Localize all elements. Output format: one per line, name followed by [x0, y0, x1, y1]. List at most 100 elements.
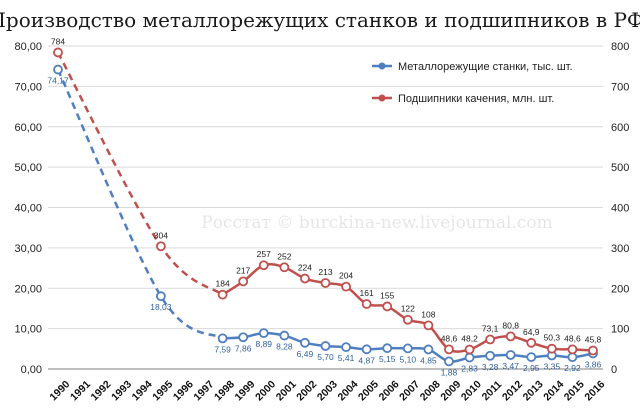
series-point — [258, 328, 269, 339]
data-label: 8,28 — [276, 342, 293, 352]
series-point — [382, 343, 393, 354]
y-left-tick-label: 20,00 — [14, 283, 42, 295]
y-left-tick-label: 80,00 — [14, 41, 42, 53]
series-point — [300, 273, 310, 284]
series-point — [155, 291, 166, 302]
x-tick-label: 2009 — [438, 378, 463, 403]
data-label: 2,92 — [564, 363, 581, 373]
data-label: 213 — [318, 267, 332, 277]
legend-marker — [378, 62, 386, 70]
data-label: 80,8 — [502, 320, 519, 330]
x-tick-label: 1994 — [130, 378, 155, 403]
data-label: 18,03 — [150, 302, 172, 312]
x-tick-label: 1998 — [212, 378, 237, 403]
x-tick-label: 1996 — [171, 378, 196, 403]
series-point — [320, 278, 331, 288]
x-tick-label: 1993 — [109, 378, 134, 403]
legend-marker — [378, 94, 386, 102]
x-tick-label: 2003 — [315, 378, 340, 403]
y-right-tick-label: 600 — [611, 122, 629, 134]
data-label: 5,41 — [338, 353, 355, 363]
data-label: 4,87 — [358, 355, 375, 365]
series-point — [402, 343, 413, 354]
series-point — [279, 330, 290, 341]
y-right-tick-label: 200 — [611, 283, 629, 295]
series-point — [526, 337, 537, 348]
series-point — [464, 344, 475, 355]
series-point — [423, 320, 434, 331]
series-point — [505, 350, 516, 360]
x-tick-label: 2000 — [253, 378, 278, 403]
series-point — [320, 341, 331, 351]
series-point — [279, 262, 290, 273]
x-tick-label: 2012 — [500, 378, 525, 403]
series-point — [546, 343, 557, 354]
series-point — [361, 344, 372, 355]
series-point — [300, 337, 310, 348]
data-label: 45,8 — [585, 335, 602, 345]
series-point — [238, 332, 249, 343]
x-tick-label: 1992 — [89, 378, 114, 403]
series-point — [53, 47, 63, 58]
x-tick-label: 1991 — [68, 378, 93, 403]
data-label: 74,17 — [47, 76, 69, 86]
series-point — [217, 289, 228, 300]
data-label: 2,95 — [523, 363, 540, 373]
data-label: 5,15 — [379, 354, 396, 364]
data-label: 8,89 — [255, 339, 272, 349]
series-point — [217, 333, 228, 344]
x-tick-label: 2005 — [356, 378, 381, 403]
x-tick-label: 2013 — [521, 378, 546, 403]
y-left-tick-label: 0,00 — [21, 364, 42, 376]
chart-title: Производство металлорежущих станков и по… — [0, 8, 640, 32]
data-label: 73,1 — [482, 323, 499, 333]
series-point — [485, 350, 496, 361]
x-tick-label: 2008 — [418, 378, 443, 403]
series-point — [238, 276, 249, 287]
data-label: 48,2 — [461, 334, 478, 344]
x-tick-label: 2004 — [335, 378, 360, 403]
series-point — [155, 241, 166, 252]
data-label: 3,35 — [544, 361, 561, 371]
series-point — [444, 356, 454, 367]
series-point — [53, 64, 63, 75]
data-label: 204 — [339, 271, 353, 281]
x-tick-label: 2001 — [274, 378, 299, 403]
data-label: 1,88 — [441, 367, 458, 377]
data-label: 304 — [154, 230, 168, 240]
series-line-dashed — [56, 69, 224, 340]
y-right-tick-label: 500 — [611, 162, 629, 174]
x-tick-label: 2011 — [480, 378, 505, 403]
data-label: 64,9 — [523, 327, 540, 337]
data-label: 48,6 — [564, 333, 581, 343]
y-right-tick-label: 700 — [611, 81, 629, 93]
y-left-tick-label: 40,00 — [14, 203, 42, 215]
series-point — [505, 331, 516, 342]
legend-label: Подшипники качения, млн. шт. — [398, 93, 554, 105]
series-point — [567, 352, 578, 363]
series-point — [526, 352, 537, 362]
data-label: 122 — [401, 304, 415, 314]
plot-area: 0,00 10,00 20,00 30,00 40,00 50,00 60,00 70,00 8… — [14, 36, 629, 403]
series-line-dashed — [56, 51, 224, 296]
y-left-tick-label: 30,00 — [14, 243, 42, 255]
series-point — [341, 281, 351, 292]
y-right-tick-label: 400 — [611, 203, 629, 215]
y-right-tick-label: 0 — [611, 364, 617, 376]
data-label: 108 — [421, 309, 435, 319]
x-tick-label: 2010 — [459, 378, 484, 403]
data-label: 7,86 — [235, 343, 252, 353]
data-label: 155 — [380, 290, 394, 300]
y-right-tick-label: 300 — [611, 243, 629, 255]
data-label: 257 — [257, 249, 271, 259]
data-label: 3,47 — [502, 361, 519, 371]
x-tick-label: 2002 — [294, 378, 319, 403]
series-point — [423, 344, 434, 355]
x-tick-label: 1999 — [233, 378, 258, 403]
series-point — [258, 260, 269, 271]
series-point — [361, 299, 372, 309]
data-label: 4,85 — [420, 355, 437, 365]
y-right-tick-label: 100 — [611, 324, 629, 336]
data-label: 3,28 — [482, 362, 499, 372]
